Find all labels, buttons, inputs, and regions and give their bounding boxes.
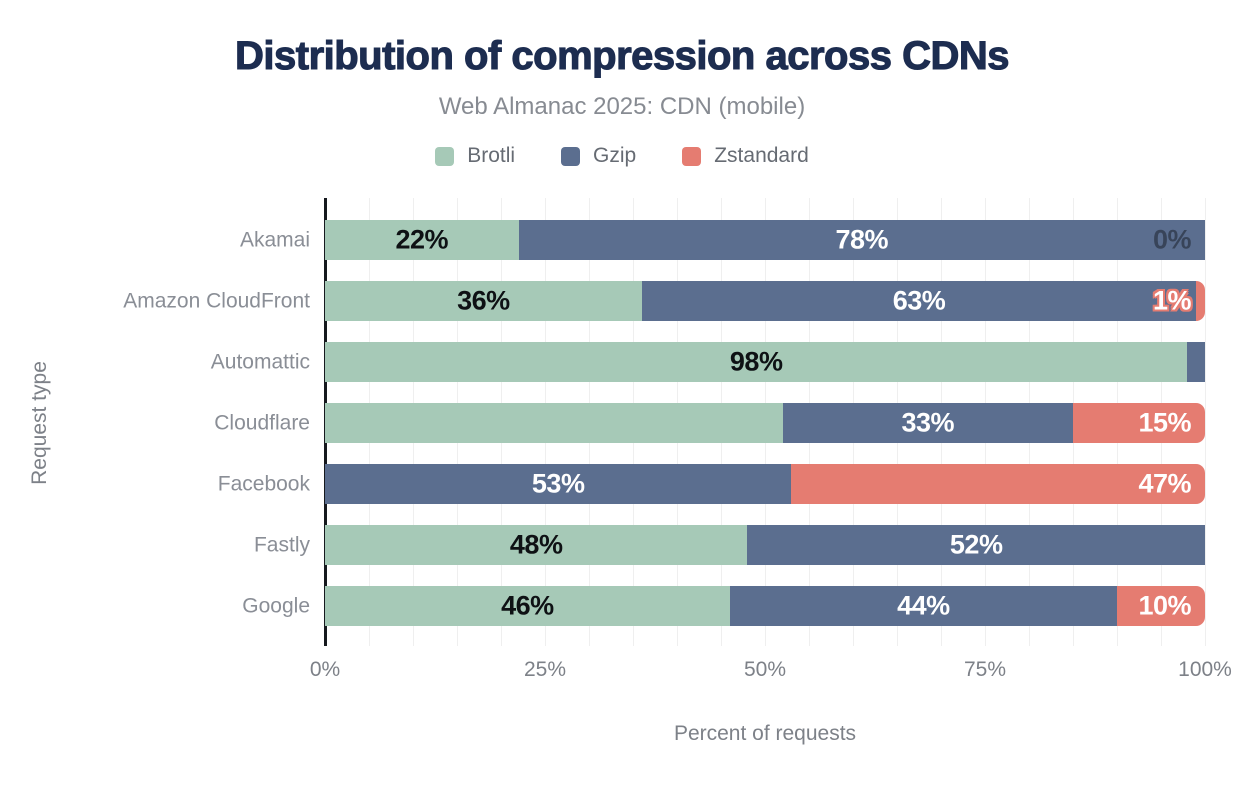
bar-row-fastly: Fastly 48% 52% — [254, 525, 1205, 565]
bar-segment-zstandard[interactable] — [1117, 586, 1205, 626]
value-label: 15% — [1138, 407, 1191, 438]
legend-item-zstandard[interactable]: Zstandard — [682, 144, 809, 168]
x-tick-label: 100% — [1178, 658, 1232, 681]
legend-label: Zstandard — [714, 144, 809, 167]
x-axis-ticks: 0% 25% 50% 75% 100% — [310, 658, 1232, 684]
legend-label: Brotli — [467, 144, 516, 167]
bar-segment-gzip[interactable] — [782, 403, 1073, 443]
bar-row-automattic: Automattic 98% — [211, 342, 1205, 382]
legend-item-gzip[interactable]: Gzip — [561, 144, 636, 168]
value-label: 1% — [1152, 285, 1192, 316]
chart-subtitle: Web Almanac 2025: CDN (mobile) — [438, 93, 806, 120]
bar-segment-gzip[interactable] — [1187, 342, 1205, 382]
bar-segment-gzip[interactable] — [641, 281, 1197, 321]
x-tick-label: 50% — [743, 658, 787, 681]
bar-segment-brotli[interactable] — [325, 525, 748, 565]
category-label: Facebook — [217, 472, 310, 496]
bar-row-google: Google 46% 44% 10% — [242, 586, 1205, 626]
value-label: 48% — [509, 529, 563, 560]
value-label: 0% — [1152, 224, 1192, 255]
bar-segment-gzip[interactable] — [729, 586, 1117, 626]
bar-segment-zstandard[interactable] — [791, 464, 1205, 504]
value-label: 10% — [1138, 590, 1191, 621]
value-label: 46% — [501, 590, 554, 621]
value-label: 33% — [901, 407, 955, 438]
bar-row-cloudflare: Cloudflare 33% 15% — [214, 403, 1205, 443]
y-axis-title: Request type — [28, 361, 51, 485]
x-tick-label: 75% — [963, 658, 1007, 681]
category-label: Akamai — [239, 228, 310, 252]
legend: Brotli Gzip Zstandard — [0, 144, 1244, 168]
bar-row-amazon-cloudfront: Amazon CloudFront 36% 63% 1% — [123, 281, 1205, 321]
category-label: Cloudflare — [214, 411, 310, 435]
bar-segment-brotli[interactable] — [325, 586, 730, 626]
bar-segment-brotli[interactable] — [325, 281, 642, 321]
value-label: 44% — [897, 590, 950, 621]
legend-item-brotli[interactable]: Brotli — [435, 144, 515, 168]
bar-segment-brotli[interactable] — [325, 403, 783, 443]
chart-title: Distribution of compression across CDNs — [234, 33, 1010, 78]
brotli-swatch-icon — [435, 146, 455, 166]
bar-segment-zstandard[interactable] — [1073, 403, 1205, 443]
value-label: 47% — [1138, 468, 1191, 499]
zstandard-swatch-icon — [682, 146, 702, 166]
value-label: 22% — [395, 224, 449, 255]
bar-segment-gzip[interactable] — [325, 464, 792, 504]
gzip-swatch-icon — [561, 146, 581, 166]
gridline — [1205, 198, 1206, 646]
plot-area: Akamai 22% 78% 0% Amazon CloudFront 36% 63% 1% A… — [123, 198, 1206, 646]
value-label: 52% — [949, 529, 1003, 560]
bar-row-facebook: Facebook 53% 47% — [218, 464, 1205, 504]
value-label: 53% — [531, 468, 585, 499]
value-label: 63% — [892, 285, 946, 316]
value-label: 78% — [835, 224, 889, 255]
bar-row-akamai: Akamai 22% 78% 0% — [240, 220, 1205, 260]
category-label: Amazon CloudFront — [123, 289, 310, 313]
bar-segment-gzip[interactable] — [518, 220, 1205, 260]
category-label: Fastly — [253, 533, 310, 557]
value-label: 98% — [729, 346, 783, 377]
category-label: Automattic — [210, 350, 310, 374]
bar-segment-gzip[interactable] — [747, 525, 1205, 565]
bar-segment-brotli[interactable] — [325, 342, 1188, 382]
value-label: 36% — [457, 285, 510, 316]
x-tick-label: 0% — [309, 658, 341, 681]
bar-segment-brotli[interactable] — [325, 220, 519, 260]
category-label: Google — [242, 594, 310, 618]
bar-segment-zstandard[interactable] — [1196, 281, 1205, 321]
x-tick-label: 25% — [523, 658, 567, 681]
legend-label: Gzip — [593, 144, 637, 167]
x-axis-title: Percent of requests — [673, 722, 857, 745]
